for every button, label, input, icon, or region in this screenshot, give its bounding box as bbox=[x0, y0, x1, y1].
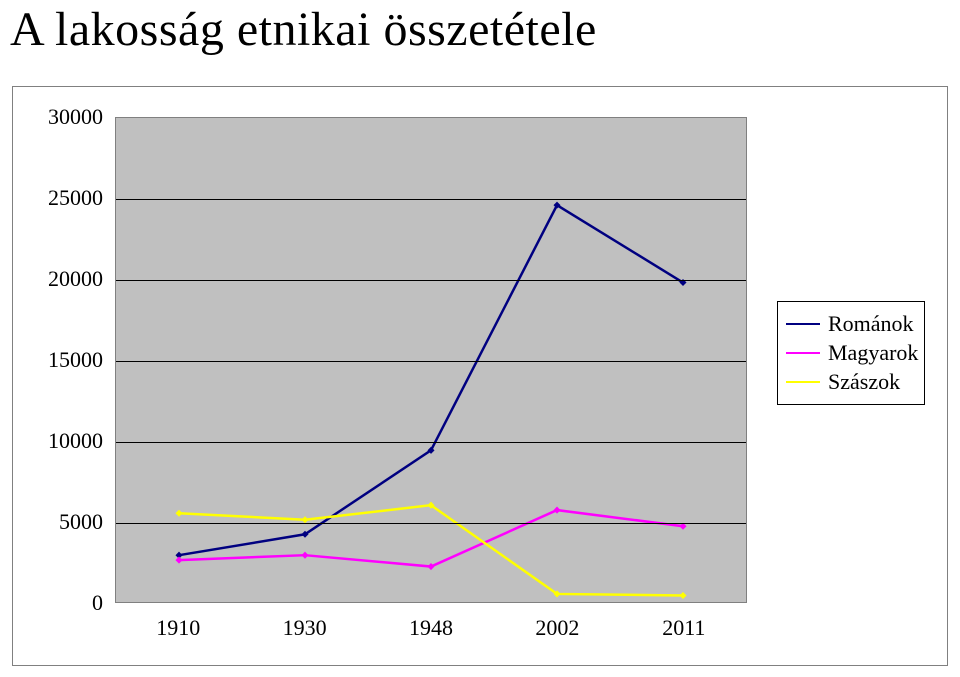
y-axis-label: 30000 bbox=[13, 104, 103, 130]
gridline bbox=[116, 199, 746, 200]
legend-label: Románok bbox=[828, 311, 914, 337]
data-marker bbox=[175, 557, 182, 564]
legend-label: Magyarok bbox=[828, 340, 918, 366]
y-axis-label: 5000 bbox=[13, 509, 103, 535]
y-axis-label: 20000 bbox=[13, 266, 103, 292]
legend-label: Szászok bbox=[828, 369, 900, 395]
y-axis-label: 10000 bbox=[13, 428, 103, 454]
plot-area bbox=[115, 117, 747, 603]
legend-swatch bbox=[786, 381, 820, 383]
x-axis-label: 1948 bbox=[409, 615, 453, 641]
chart-lines bbox=[116, 118, 746, 602]
series-line bbox=[179, 510, 683, 566]
x-axis-label: 1910 bbox=[156, 615, 200, 641]
series-line bbox=[179, 505, 683, 595]
y-axis-label: 0 bbox=[13, 590, 103, 616]
page-title: A lakosság etnikai összetétele bbox=[0, 0, 960, 57]
gridline bbox=[116, 280, 746, 281]
x-axis-label: 2002 bbox=[535, 615, 579, 641]
legend-item: Románok bbox=[786, 311, 916, 337]
x-axis-label: 1930 bbox=[283, 615, 327, 641]
chart-container: Románok Magyarok Szászok 0 5000 10000 15000 20… bbox=[12, 86, 948, 666]
legend-swatch bbox=[786, 323, 820, 325]
gridline bbox=[116, 523, 746, 524]
y-axis-label: 25000 bbox=[13, 185, 103, 211]
gridline bbox=[116, 442, 746, 443]
data-marker bbox=[679, 592, 686, 599]
legend-item: Szászok bbox=[786, 369, 916, 395]
y-axis-label: 15000 bbox=[13, 347, 103, 373]
legend-swatch bbox=[786, 352, 820, 354]
data-marker bbox=[301, 552, 308, 559]
data-marker bbox=[175, 510, 182, 517]
legend-item: Magyarok bbox=[786, 340, 916, 366]
gridline bbox=[116, 361, 746, 362]
x-axis-label: 2011 bbox=[662, 615, 705, 641]
legend: Románok Magyarok Szászok bbox=[777, 301, 925, 405]
